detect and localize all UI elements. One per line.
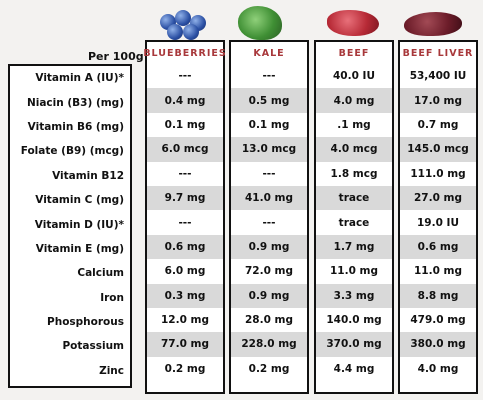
nutrient-label: Phosphorous xyxy=(47,316,124,329)
per-100g-label: Per 100g xyxy=(88,50,144,63)
table-cell: 0.2 mg xyxy=(248,362,290,375)
table-cell: 111.0 mg xyxy=(410,167,466,180)
table-cell: --- xyxy=(262,167,276,180)
beef-image xyxy=(327,10,379,36)
blueberry-icon xyxy=(167,24,183,40)
beef-liver-column: BEEF LIVER 53,400 IU 17.0 mg 0.7 mg 145.0 m… xyxy=(398,40,478,394)
nutrient-label: Folate (B9) (mcg) xyxy=(20,145,124,158)
table-cell: 479.0 mg xyxy=(410,314,466,327)
table-cell: 19.0 IU xyxy=(417,216,459,229)
table-cell: 0.1 mg xyxy=(164,118,206,131)
table-cell: 8.8 mg xyxy=(400,283,476,308)
table-cell: 72.0 mg xyxy=(244,265,294,278)
table-cell: 11.0 mg xyxy=(413,265,463,278)
table-cell: 0.4 mg xyxy=(147,88,223,113)
nutrient-label: Iron xyxy=(100,291,124,304)
table-cell: --- xyxy=(178,167,192,180)
nutrient-label: Potassium xyxy=(62,340,124,353)
table-cell: 17.0 mg xyxy=(400,88,476,113)
table-cell: 145.0 mcg xyxy=(400,137,476,162)
table-cell: 27.0 mg xyxy=(400,185,476,211)
table-cell: 0.5 mg xyxy=(231,88,307,113)
table-cell: trace xyxy=(338,216,370,229)
table-cell: --- xyxy=(178,216,192,229)
table-cell: 0.9 mg xyxy=(231,234,307,260)
kale-image xyxy=(238,6,282,40)
table-cell: 77.0 mg xyxy=(147,332,223,357)
table-cell: --- xyxy=(178,70,192,83)
table-cell: 0.2 mg xyxy=(164,362,206,375)
column-header: BLUEBERRIES xyxy=(143,47,227,59)
table-cell: 12.0 mg xyxy=(160,314,210,327)
table-cell: 140.0 mg xyxy=(326,314,382,327)
table-cell: 28.0 mg xyxy=(244,314,294,327)
table-cell: 0.9 mg xyxy=(231,283,307,308)
nutrient-label: Vitamin D (IU)* xyxy=(34,218,124,231)
nutrient-label: Vitamin B12 xyxy=(52,169,124,182)
table-cell: 0.1 mg xyxy=(248,118,290,131)
table-cell: 380.0 mg xyxy=(400,332,476,357)
table-cell: 0.6 mg xyxy=(147,234,223,260)
nutrient-label: Niacin (B3) (mg) xyxy=(26,96,124,109)
nutrient-label: Vitamin A (IU)* xyxy=(35,72,124,85)
nutrient-label: Calcium xyxy=(77,267,124,280)
table-cell: 1.7 mg xyxy=(316,234,392,260)
column-header: BEEF xyxy=(338,47,370,59)
table-cell: 4.4 mg xyxy=(333,362,375,375)
nutrient-label: Vitamin E (mg) xyxy=(35,242,124,255)
table-cell: 4.0 mcg xyxy=(316,137,392,162)
table-cell: 0.6 mg xyxy=(400,234,476,260)
beef-liver-image xyxy=(404,12,462,36)
nutrient-label: Vitamin C (mg) xyxy=(35,194,124,207)
table-cell: --- xyxy=(262,70,276,83)
table-cell: 53,400 IU xyxy=(409,70,467,83)
beef-column: BEEF 40.0 IU 4.0 mg .1 mg 4.0 mcg 1.8 mcg tra… xyxy=(314,40,394,394)
table-cell: 370.0 mg xyxy=(316,332,392,357)
column-header: BEEF LIVER xyxy=(402,47,474,59)
table-cell: 4.0 mg xyxy=(316,88,392,113)
table-cell: 228.0 mg xyxy=(231,332,307,357)
table-cell: --- xyxy=(262,216,276,229)
table-cell: .1 mg xyxy=(337,118,371,131)
table-cell: 4.0 mg xyxy=(417,362,459,375)
blueberry-icon xyxy=(183,24,199,40)
table-cell: 6.0 mg xyxy=(164,265,206,278)
nutrient-label: Vitamin B6 (mg) xyxy=(27,120,124,133)
kale-column: KALE --- 0.5 mg 0.1 mg 13.0 mcg --- 41.0 mg --… xyxy=(229,40,309,394)
table-cell: 0.7 mg xyxy=(417,118,459,131)
table-cell: 0.3 mg xyxy=(147,283,223,308)
table-cell: 3.3 mg xyxy=(316,283,392,308)
table-cell: 11.0 mg xyxy=(329,265,379,278)
table-cell: 41.0 mg xyxy=(231,185,307,211)
blueberry-icon xyxy=(175,10,191,26)
table-cell: 40.0 IU xyxy=(333,70,375,83)
nutrient-label: Zinc xyxy=(99,364,124,377)
table-cell: 1.8 mcg xyxy=(330,167,378,180)
table-cell: 9.7 mg xyxy=(147,185,223,211)
nutrient-label-column: Vitamin A (IU)* Niacin (B3) (mg) Vitamin B… xyxy=(8,64,132,388)
blueberries-column: BLUEBERRIES --- 0.4 mg 0.1 mg 6.0 mcg --- 9.7… xyxy=(143,40,227,394)
table-cell: trace xyxy=(316,185,392,211)
column-header: KALE xyxy=(253,47,285,59)
table-cell: 6.0 mcg xyxy=(147,137,223,162)
table-cell: 13.0 mcg xyxy=(231,137,307,162)
